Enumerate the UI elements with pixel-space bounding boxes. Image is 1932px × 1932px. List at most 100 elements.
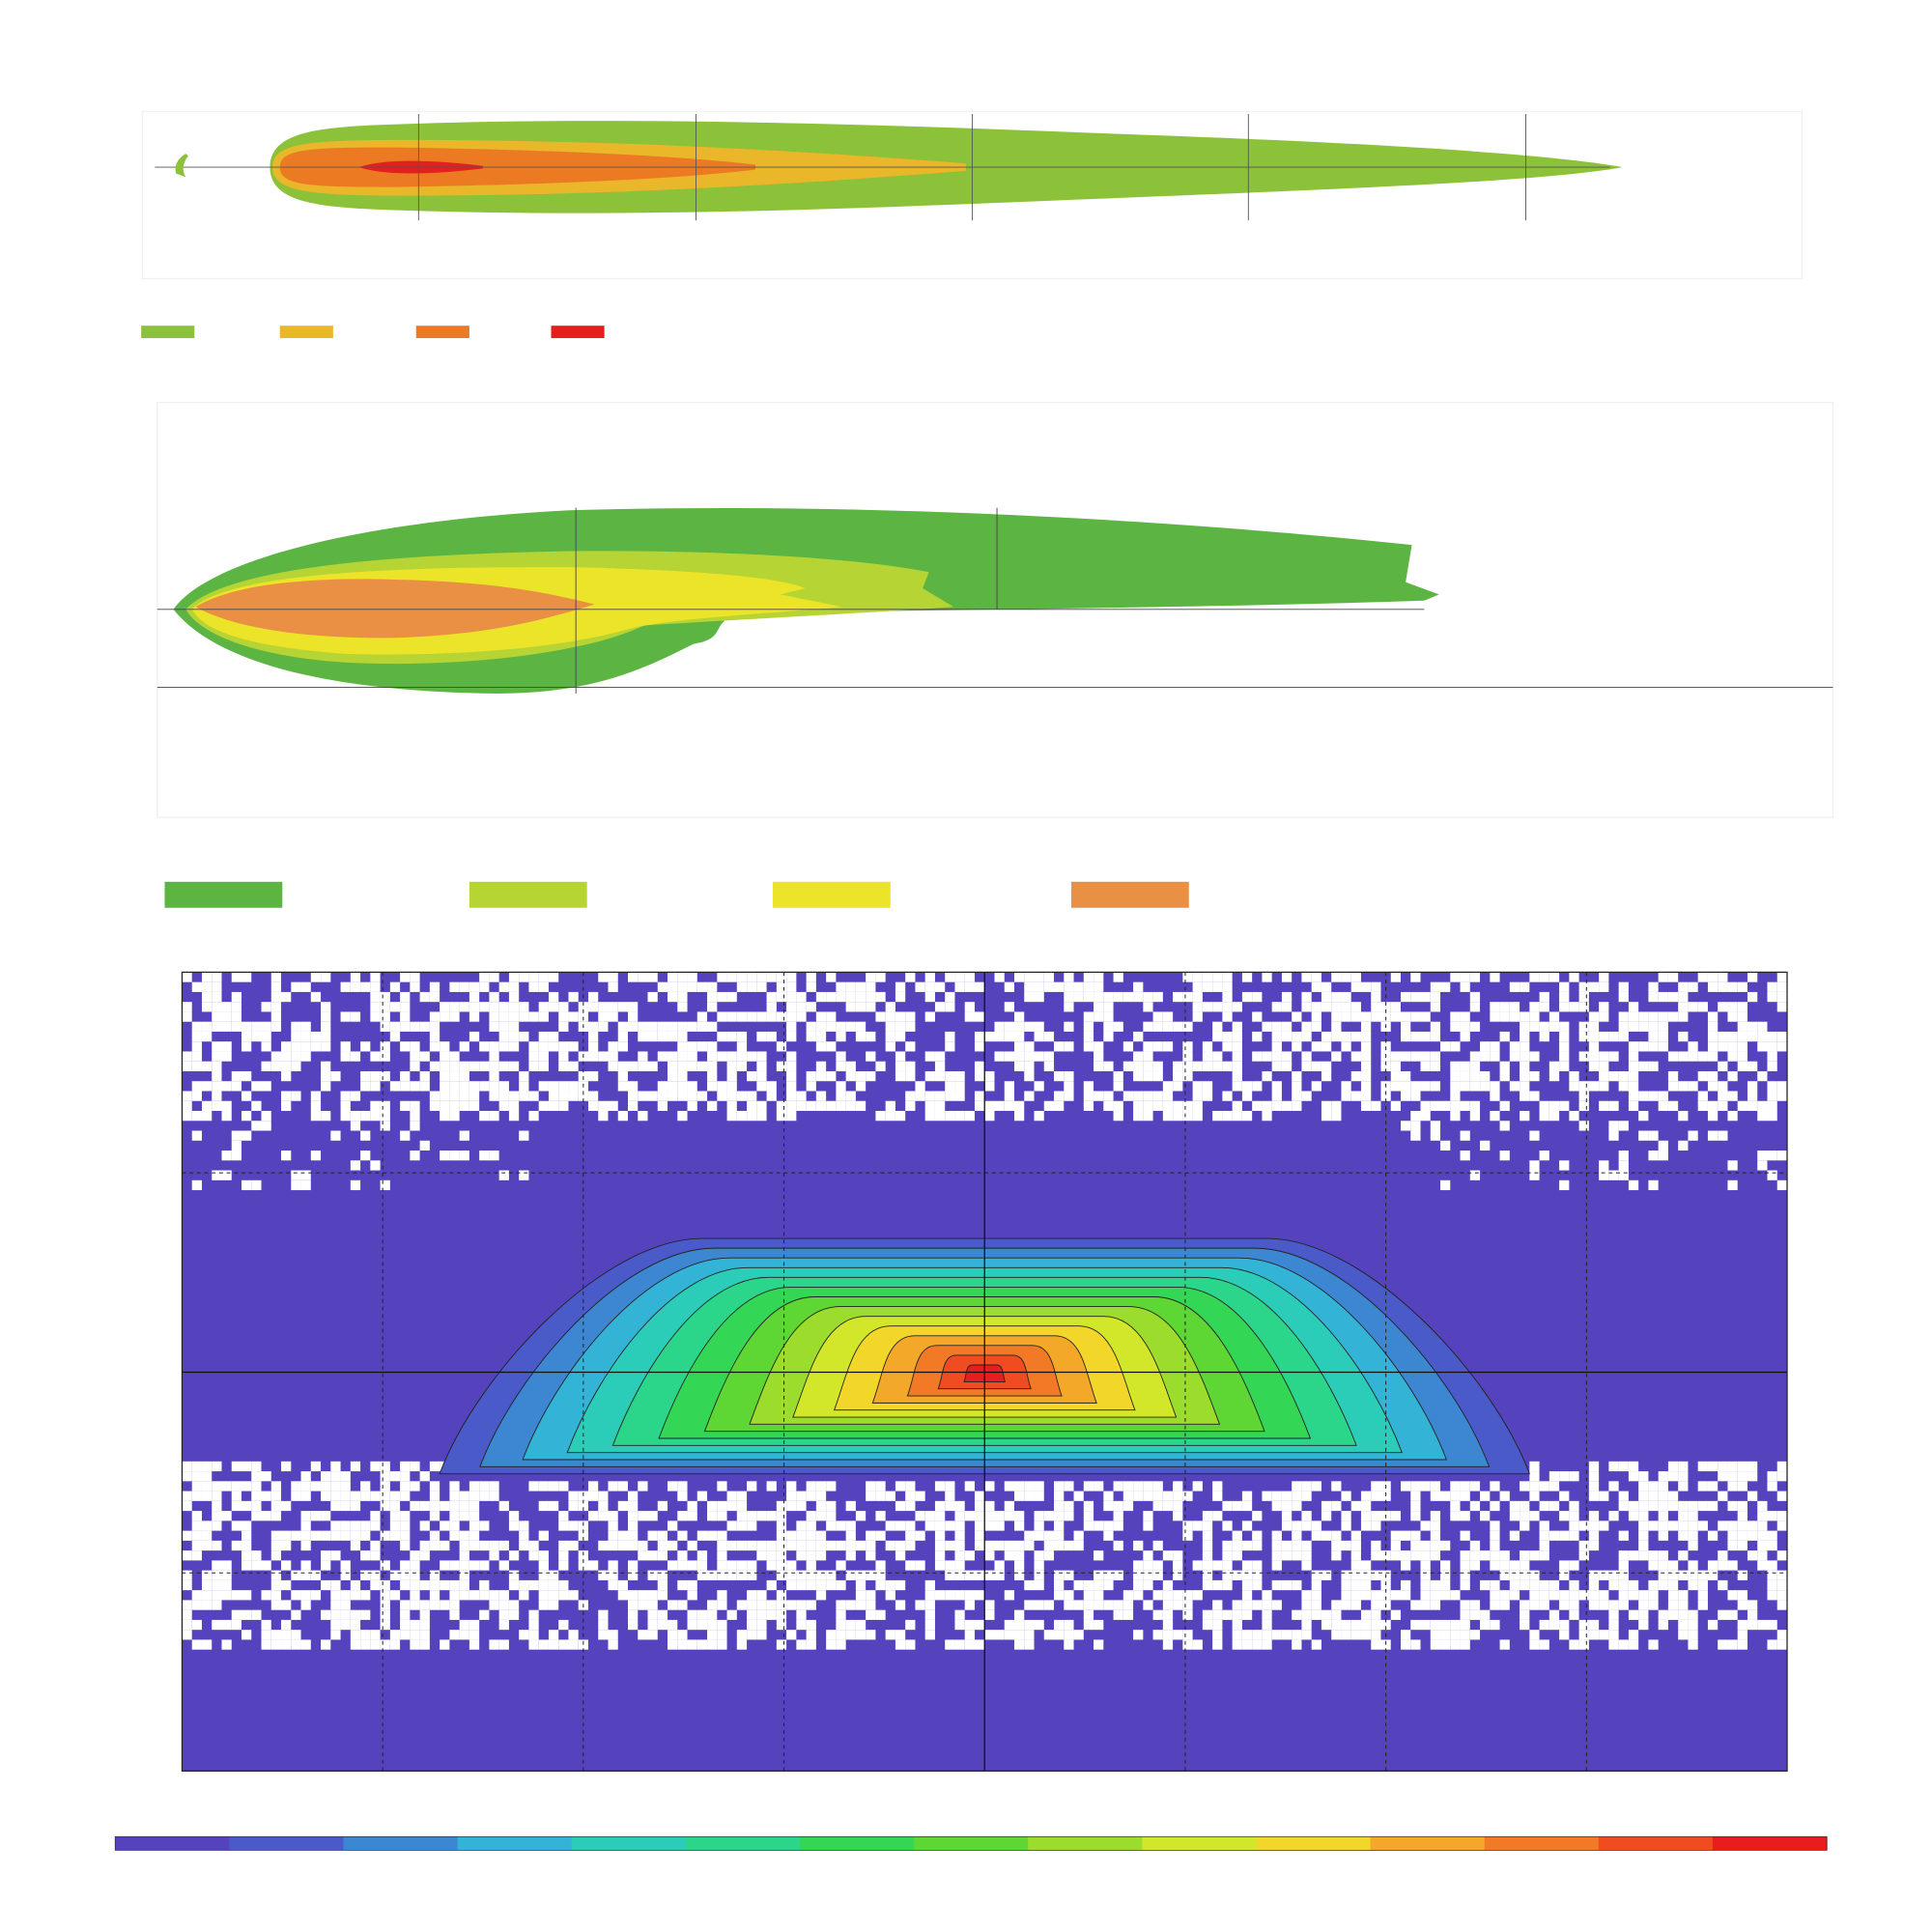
noise-cell xyxy=(1628,1081,1639,1092)
noise-cell xyxy=(1737,1481,1747,1492)
noise-cell xyxy=(1638,1011,1649,1022)
noise-cell xyxy=(1776,1002,1787,1012)
noise-cell xyxy=(1776,1600,1787,1610)
noise-cell xyxy=(558,1619,569,1631)
noise-cell xyxy=(628,1609,639,1620)
noise-cell xyxy=(191,1130,202,1141)
noise-cell xyxy=(1420,1081,1431,1092)
noise-cell xyxy=(1430,1051,1441,1062)
noise-cell xyxy=(300,1051,311,1062)
noise-cell xyxy=(1638,1041,1649,1052)
noise-cell xyxy=(905,1520,916,1531)
noise-cell xyxy=(1173,1570,1183,1580)
noise-cell xyxy=(806,1579,816,1591)
noise-cell xyxy=(1094,981,1104,992)
noise-cell xyxy=(1024,1091,1035,1101)
noise-cell xyxy=(1113,1570,1123,1580)
noise-cell xyxy=(340,1111,351,1122)
noise-cell xyxy=(1747,991,1758,1003)
noise-cell xyxy=(1094,1481,1104,1492)
noise-cell xyxy=(1539,1481,1549,1492)
noise-cell xyxy=(1578,1081,1589,1092)
noise-cell xyxy=(677,1002,688,1012)
noise-cell xyxy=(1539,1639,1549,1650)
noise-cell xyxy=(836,1619,846,1631)
noise-cell xyxy=(1064,1600,1074,1610)
noise-cell xyxy=(270,1021,282,1032)
noise-cell xyxy=(855,1540,867,1551)
noise-cell xyxy=(281,1639,292,1650)
noise-cell xyxy=(1440,1570,1451,1580)
noise-cell xyxy=(895,1021,906,1032)
noise-cell xyxy=(766,1091,777,1101)
noise-cell xyxy=(815,1031,827,1042)
noise-cell xyxy=(449,1111,460,1122)
noise-cell xyxy=(974,1570,985,1580)
noise-cell xyxy=(707,1511,718,1521)
noise-cell xyxy=(1490,1091,1500,1101)
noise-cell xyxy=(1024,991,1035,1003)
noise-cell xyxy=(1241,1579,1253,1591)
noise-cell xyxy=(1667,972,1679,982)
beam-plot-1 xyxy=(141,110,1804,280)
noise-cell xyxy=(440,1600,450,1610)
noise-cell xyxy=(1648,1639,1659,1650)
noise-cell xyxy=(1192,981,1203,992)
noise-cell xyxy=(1539,1579,1549,1591)
noise-cell xyxy=(498,1041,509,1052)
noise-cell xyxy=(598,1002,609,1012)
noise-cell xyxy=(1202,972,1213,982)
noise-cell xyxy=(1410,1619,1421,1631)
noise-cell xyxy=(1529,1550,1540,1561)
noise-cell xyxy=(924,972,935,982)
noise-cell xyxy=(647,1031,658,1042)
noise-cell xyxy=(1113,1481,1123,1492)
noise-cell xyxy=(410,1061,420,1071)
noise-cell xyxy=(796,1579,807,1591)
noise-cell xyxy=(1490,972,1500,982)
noise-cell xyxy=(1757,1540,1768,1551)
noise-cell xyxy=(1688,1041,1698,1052)
noise-cell xyxy=(191,1619,202,1631)
noise-cell xyxy=(1737,1061,1747,1071)
noise-cell xyxy=(1588,981,1600,992)
noise-cell xyxy=(538,1500,549,1512)
noise-cell xyxy=(479,1002,490,1012)
noise-cell xyxy=(806,1002,816,1012)
noise-cell xyxy=(410,1630,420,1640)
noise-cell xyxy=(1133,1051,1144,1062)
noise-cell xyxy=(984,1570,995,1580)
noise-cell xyxy=(459,1540,469,1551)
noise-cell xyxy=(498,1081,509,1092)
noise-cell xyxy=(1182,1530,1193,1541)
noise-cell xyxy=(1162,1579,1174,1591)
noise-cell xyxy=(647,1530,658,1541)
noise-cell xyxy=(974,1100,985,1111)
noise-cell xyxy=(1559,981,1570,992)
noise-cell xyxy=(1143,1091,1153,1101)
noise-cell xyxy=(370,1111,381,1122)
noise-cell xyxy=(1122,1481,1134,1492)
noise-cell xyxy=(321,1081,331,1092)
noise-cell xyxy=(1767,1100,1777,1111)
noise-cell xyxy=(726,1100,737,1111)
noise-cell xyxy=(934,981,946,992)
noise-cell xyxy=(1182,1070,1193,1082)
noise-cell xyxy=(380,1590,390,1601)
noise-cell xyxy=(895,1111,906,1122)
noise-cell xyxy=(885,1579,895,1591)
noise-cell xyxy=(687,1041,697,1052)
noise-cell xyxy=(1241,1600,1253,1610)
noise-cell xyxy=(1341,1590,1351,1601)
noise-cell xyxy=(1599,1160,1609,1171)
noise-cell xyxy=(1430,1630,1441,1640)
noise-cell xyxy=(747,981,757,992)
noise-cell xyxy=(1628,1070,1639,1082)
noise-cell xyxy=(786,1570,797,1580)
noise-cell xyxy=(1608,1600,1619,1610)
noise-cell xyxy=(1004,1590,1014,1601)
noise-cell xyxy=(1678,991,1689,1003)
noise-cell xyxy=(1390,1051,1401,1062)
noise-cell xyxy=(1569,1471,1579,1482)
noise-cell xyxy=(924,1111,935,1122)
